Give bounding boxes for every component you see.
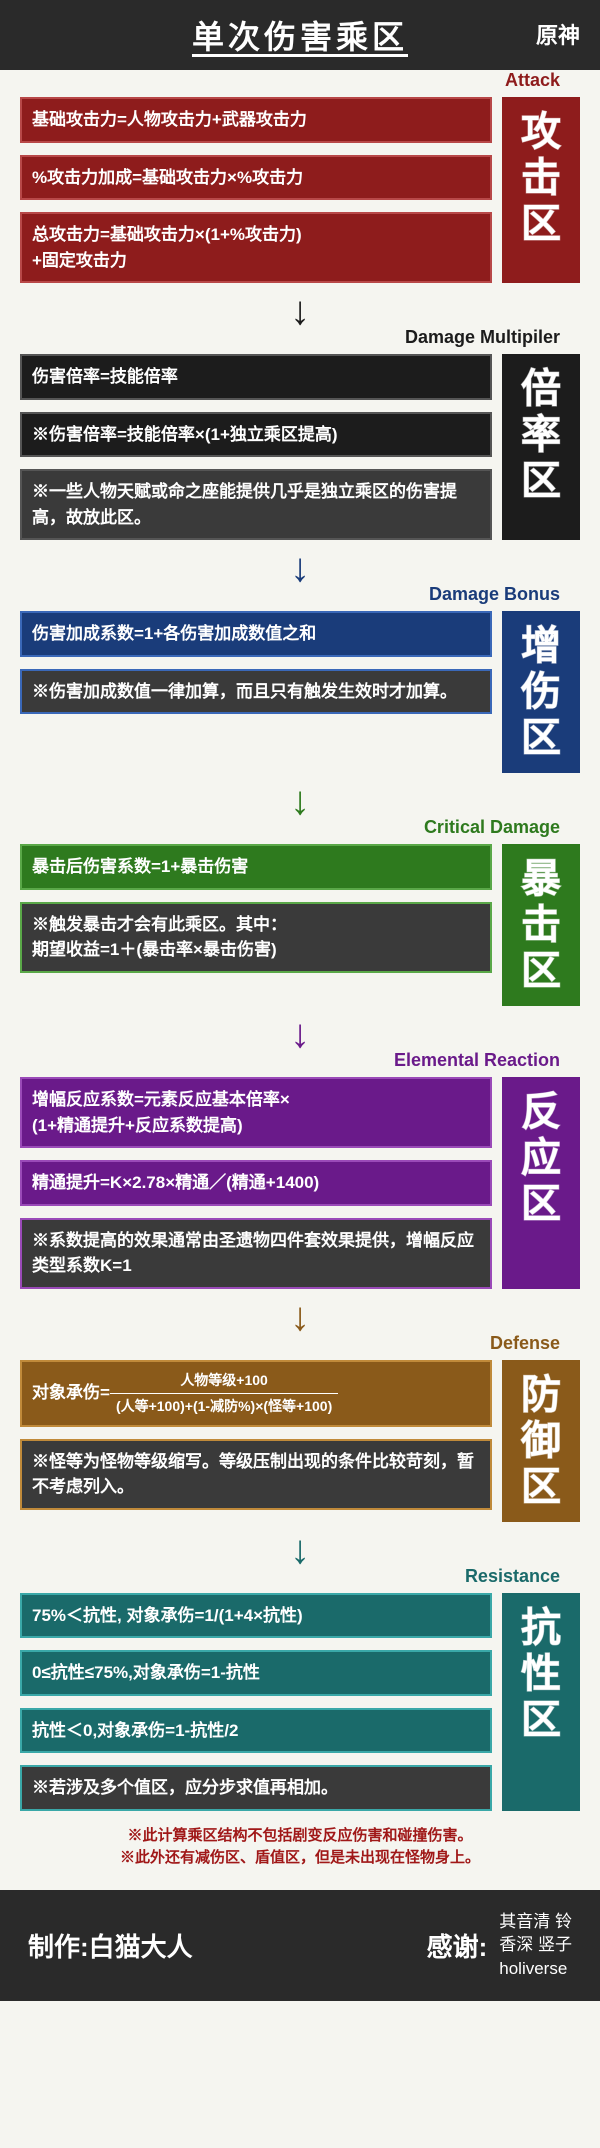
section-reaction: 增幅反应系数=元素反应基本倍率× (1+精通提升+反应系数提高) 精通提升=K×2… bbox=[20, 1077, 580, 1289]
credit-thanks: 感谢: 其音清 铃香深 竖子holiverse bbox=[427, 1910, 572, 1981]
footnote: ※此计算乘区结构不包括剧变反应伤害和碰撞伤害。 ※此外还有减伤区、盾值区，但是未… bbox=[28, 1825, 572, 1870]
arrow-down-icon: ↓ bbox=[20, 1297, 580, 1337]
arrow-down-icon: ↓ bbox=[20, 548, 580, 588]
defense-side-label: 防御区 bbox=[502, 1360, 580, 1522]
reaction-side-label: 反应区 bbox=[502, 1077, 580, 1289]
section-bonus: 伤害加成系数=1+各伤害加成数值之和 ※伤害加成数值一律加算，而且只有触发生效时才… bbox=[20, 611, 580, 773]
header: 单次伤害乘区 原神 bbox=[0, 0, 600, 70]
attack-box-1: %攻击力加成=基础攻击力×%攻击力 bbox=[20, 155, 492, 201]
resistance-side-label: 抗性区 bbox=[502, 1593, 580, 1811]
multiplier-box-1: ※伤害倍率=技能倍率×(1+独立乘区提高) bbox=[20, 412, 492, 458]
defense-box-1: ※怪等为怪物等级缩写。等级压制出现的条件比较苛刻，暂不考虑列入。 bbox=[20, 1439, 492, 1510]
crit-formulas: 暴击后伤害系数=1+暴击伤害 ※触发暴击才会有此乘区。其中： 期望收益=1＋(暴击… bbox=[20, 844, 498, 1006]
reaction-formulas: 增幅反应系数=元素反应基本倍率× (1+精通提升+反应系数提高) 精通提升=K×2… bbox=[20, 1077, 498, 1289]
multiplier-box-2: ※一些人物天赋或命之座能提供几乎是独立乘区的伤害提高，故放此区。 bbox=[20, 469, 492, 540]
defense-formulas: 对象承伤=人物等级+100(人等+100)+(1-减防%)×(怪等+100) ※怪… bbox=[20, 1360, 498, 1522]
thanks-name: holiverse bbox=[499, 1957, 572, 1981]
bonus-box-0: 伤害加成系数=1+各伤害加成数值之和 bbox=[20, 611, 492, 657]
resistance-formulas: 75%＜抗性, 对象承伤=1/(1+4×抗性) 0≤抗性≤75%,对象承伤=1-抗… bbox=[20, 1593, 498, 1811]
attack-box-2: 总攻击力=基础攻击力×(1+%攻击力) +固定攻击力 bbox=[20, 212, 492, 283]
resistance-box-0: 75%＜抗性, 对象承伤=1/(1+4×抗性) bbox=[20, 1593, 492, 1639]
content: Attack 基础攻击力=人物攻击力+武器攻击力 %攻击力加成=基础攻击力×%攻击力… bbox=[0, 70, 600, 1870]
crit-box-1: ※触发暴击才会有此乘区。其中： 期望收益=1＋(暴击率×暴击伤害) bbox=[20, 902, 492, 973]
section-defense: 对象承伤=人物等级+100(人等+100)+(1-减防%)×(怪等+100) ※怪… bbox=[20, 1360, 580, 1522]
logo: 原神 bbox=[536, 18, 580, 50]
bonus-formulas: 伤害加成系数=1+各伤害加成数值之和 ※伤害加成数值一律加算，而且只有触发生效时才… bbox=[20, 611, 498, 773]
credit-author: 制作:白猫大人 bbox=[28, 1927, 193, 1964]
page-title: 单次伤害乘区 bbox=[192, 12, 408, 58]
thanks-name: 其音清 铃 bbox=[499, 1910, 572, 1934]
defense-box-0: 对象承伤=人物等级+100(人等+100)+(1-减防%)×(怪等+100) bbox=[20, 1360, 492, 1427]
footer: 制作:白猫大人 感谢: 其音清 铃香深 竖子holiverse bbox=[0, 1890, 600, 2001]
attack-en-label: Attack bbox=[20, 70, 580, 91]
section-multiplier: 伤害倍率=技能倍率 ※伤害倍率=技能倍率×(1+独立乘区提高) ※一些人物天赋或命之… bbox=[20, 354, 580, 540]
section-attack: 基础攻击力=人物攻击力+武器攻击力 %攻击力加成=基础攻击力×%攻击力总攻击力=基… bbox=[20, 97, 580, 283]
multiplier-formulas: 伤害倍率=技能倍率 ※伤害倍率=技能倍率×(1+独立乘区提高) ※一些人物天赋或命之… bbox=[20, 354, 498, 540]
bonus-side-label: 增伤区 bbox=[502, 611, 580, 773]
crit-side-label: 暴击区 bbox=[502, 844, 580, 1006]
thanks-name: 香深 竖子 bbox=[499, 1933, 572, 1957]
attack-side-label: 攻击区 bbox=[502, 97, 580, 283]
arrow-down-icon: ↓ bbox=[20, 1014, 580, 1054]
multiplier-side-label: 倍率区 bbox=[502, 354, 580, 540]
attack-formulas: 基础攻击力=人物攻击力+武器攻击力 %攻击力加成=基础攻击力×%攻击力总攻击力=基… bbox=[20, 97, 498, 283]
arrow-down-icon: ↓ bbox=[20, 1530, 580, 1570]
section-crit: 暴击后伤害系数=1+暴击伤害 ※触发暴击才会有此乘区。其中： 期望收益=1＋(暴击… bbox=[20, 844, 580, 1006]
arrow-down-icon: ↓ bbox=[20, 291, 580, 331]
crit-box-0: 暴击后伤害系数=1+暴击伤害 bbox=[20, 844, 492, 890]
resistance-box-1: 0≤抗性≤75%,对象承伤=1-抗性 bbox=[20, 1650, 492, 1696]
resistance-box-3: ※若涉及多个值区，应分步求值再相加。 bbox=[20, 1765, 492, 1811]
fraction: 人物等级+100(人等+100)+(1-减防%)×(怪等+100) bbox=[110, 1370, 338, 1417]
arrow-down-icon: ↓ bbox=[20, 781, 580, 821]
multiplier-box-0: 伤害倍率=技能倍率 bbox=[20, 354, 492, 400]
section-resistance: 75%＜抗性, 对象承伤=1/(1+4×抗性) 0≤抗性≤75%,对象承伤=1-抗… bbox=[20, 1593, 580, 1811]
reaction-box-2: ※系数提高的效果通常由圣遗物四件套效果提供，增幅反应类型系数K=1 bbox=[20, 1218, 492, 1289]
resistance-box-2: 抗性＜0,对象承伤=1-抗性/2 bbox=[20, 1708, 492, 1754]
attack-box-0: 基础攻击力=人物攻击力+武器攻击力 bbox=[20, 97, 492, 143]
reaction-box-1: 精通提升=K×2.78×精通／(精通+1400) bbox=[20, 1160, 492, 1206]
bonus-box-1: ※伤害加成数值一律加算，而且只有触发生效时才加算。 bbox=[20, 669, 492, 715]
reaction-box-0: 增幅反应系数=元素反应基本倍率× (1+精通提升+反应系数提高) bbox=[20, 1077, 492, 1148]
